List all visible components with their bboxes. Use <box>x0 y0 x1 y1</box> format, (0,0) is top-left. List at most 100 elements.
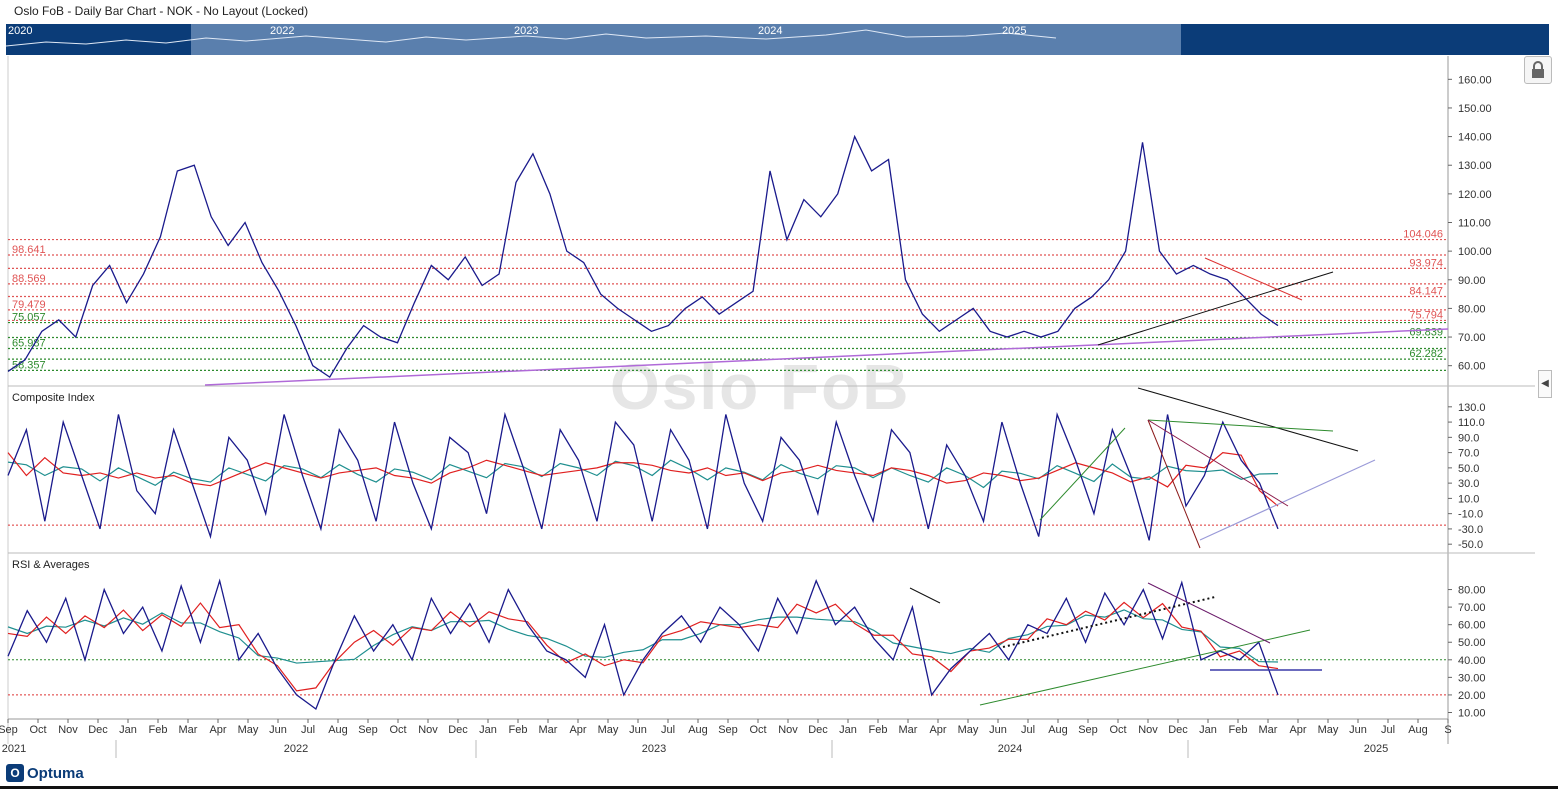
y-tick-label: 70.0 <box>1458 448 1479 460</box>
x-tick-label: May <box>1318 724 1339 736</box>
trendline <box>1147 419 1334 432</box>
x-tick-label: Sep <box>0 724 18 736</box>
level-label: 75.794 <box>1409 309 1443 321</box>
y-tick-label: 150.00 <box>1458 103 1492 115</box>
year-label: 2021 <box>2 743 26 755</box>
y-tick-label: 50.00 <box>1458 637 1486 649</box>
x-tick-label: Jan <box>839 724 857 736</box>
x-tick-label: Feb <box>509 724 528 736</box>
x-tick-label: Mar <box>899 724 918 736</box>
optuma-logo: O Optuma <box>6 764 84 782</box>
navigator-year: 2023 <box>514 25 539 37</box>
y-tick-label: -30.0 <box>1458 524 1483 536</box>
y-tick-label: 70.00 <box>1458 332 1486 344</box>
year-label: 2023 <box>642 743 666 755</box>
x-tick-label: Feb <box>1229 724 1248 736</box>
x-tick-label: Aug <box>1048 724 1068 736</box>
level-label: 69.839 <box>1409 327 1443 339</box>
x-tick-label: Jun <box>269 724 287 736</box>
trendline <box>979 629 1311 706</box>
level-label: 75.057 <box>12 312 46 324</box>
y-tick-label: 30.00 <box>1458 672 1486 684</box>
y-tick-label: 70.00 <box>1458 602 1486 614</box>
trendline <box>1147 419 1289 507</box>
x-tick-label: Aug <box>328 724 348 736</box>
x-tick-label: Dec <box>448 724 468 736</box>
x-tick-label: Jan <box>479 724 497 736</box>
x-tick-label: Feb <box>149 724 168 736</box>
navigator-year: 2022 <box>270 25 295 37</box>
y-tick-label: 30.0 <box>1458 478 1479 490</box>
x-tick-label: Jan <box>119 724 137 736</box>
y-tick-label: 120.00 <box>1458 189 1492 201</box>
trendline <box>1002 596 1216 648</box>
x-tick-label: Feb <box>869 724 888 736</box>
navigator-year: 2025 <box>1002 25 1027 37</box>
x-tick-label: Oct <box>29 724 46 736</box>
trendline <box>1137 387 1359 452</box>
series-line <box>7 411 1279 541</box>
lock-icon <box>1532 61 1544 78</box>
x-tick-label: May <box>958 724 979 736</box>
year-label: 2022 <box>284 743 308 755</box>
x-tick-label: S <box>1444 724 1451 736</box>
level-label: 79.479 <box>12 299 46 311</box>
y-tick-label: 40.00 <box>1458 655 1486 667</box>
level-label: 98.641 <box>12 244 46 256</box>
lock-button[interactable] <box>1524 56 1552 84</box>
x-tick-label: Dec <box>808 724 828 736</box>
x-tick-label: Dec <box>88 724 108 736</box>
date-navigator[interactable]: 2020 2022 2023 2024 2025 <box>6 24 1549 55</box>
level-label: 88.569 <box>12 273 46 285</box>
x-tick-label: Jun <box>989 724 1007 736</box>
average-line-slow <box>7 459 1279 489</box>
x-tick-label: Jul <box>1381 724 1395 736</box>
series-line <box>7 134 1279 379</box>
x-tick-label: Nov <box>1138 724 1158 736</box>
x-tick-label: Jan <box>1199 724 1217 736</box>
trendline <box>909 587 941 604</box>
x-tick-label: Sep <box>1078 724 1098 736</box>
year-label: 2024 <box>998 743 1022 755</box>
y-tick-label: 130.0 <box>1458 402 1486 414</box>
year-label: 2025 <box>1364 743 1388 755</box>
level-label: 65.987 <box>12 338 46 350</box>
logo-text: Optuma <box>27 764 84 782</box>
x-tick-label: Jul <box>301 724 315 736</box>
x-tick-label: Apr <box>569 724 586 736</box>
level-label: 84.147 <box>1409 286 1443 298</box>
y-tick-label: 130.00 <box>1458 160 1492 172</box>
y-tick-label: 10.0 <box>1458 493 1479 505</box>
y-tick-label: 80.00 <box>1458 303 1486 315</box>
window-title: Oslo FoB - Daily Bar Chart - NOK - No La… <box>14 4 309 18</box>
x-tick-label: Apr <box>209 724 226 736</box>
x-tick-label: Apr <box>1289 724 1306 736</box>
y-tick-label: 160.00 <box>1458 74 1492 86</box>
bottom-border <box>0 786 1558 789</box>
y-tick-label: 110.0 <box>1458 417 1485 429</box>
x-tick-label: Aug <box>1408 724 1428 736</box>
y-tick-label: 110.00 <box>1458 218 1491 230</box>
trendline <box>1039 427 1126 521</box>
x-tick-label: Oct <box>1109 724 1126 736</box>
y-tick-label: 60.00 <box>1458 361 1486 373</box>
x-tick-label: Sep <box>718 724 738 736</box>
watermark: Oslo FoB <box>610 351 911 423</box>
trendline <box>204 328 1449 386</box>
y-tick-label: -10.0 <box>1458 509 1483 521</box>
navigator-sparkline <box>6 29 1057 47</box>
x-tick-label: Mar <box>539 724 558 736</box>
y-tick-label: 50.0 <box>1458 463 1479 475</box>
collapse-panel-button[interactable]: ◀ <box>1538 370 1552 398</box>
x-tick-label: Oct <box>389 724 406 736</box>
trendline <box>1147 419 1201 549</box>
y-tick-label: 10.00 <box>1458 707 1486 719</box>
level-label: 104.046 <box>1403 229 1443 241</box>
x-tick-label: Mar <box>1259 724 1278 736</box>
x-tick-label: Jul <box>1021 724 1035 736</box>
x-tick-label: Jun <box>629 724 647 736</box>
optuma-logo-icon: O <box>6 764 24 782</box>
y-tick-label: -50.0 <box>1458 539 1483 551</box>
x-tick-label: Nov <box>778 724 798 736</box>
